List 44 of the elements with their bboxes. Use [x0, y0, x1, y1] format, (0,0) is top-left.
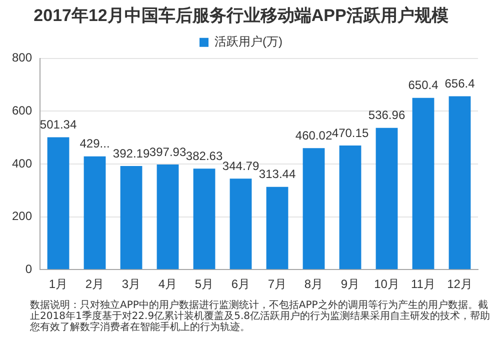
x-tick-label: 6月 — [231, 277, 250, 292]
y-tick-label: 600 — [12, 104, 32, 118]
bar — [412, 98, 434, 270]
x-tick-label: 3月 — [122, 277, 141, 292]
x-tick-label: 8月 — [304, 277, 324, 292]
data-label: 460.02 — [295, 128, 332, 142]
data-label: 650.4 — [408, 78, 439, 92]
x-tick-label: 5月 — [194, 277, 214, 292]
data-label: 501.34 — [40, 118, 77, 132]
x-tick-label: 12月 — [447, 277, 472, 292]
bar — [47, 137, 70, 270]
bar — [376, 128, 398, 270]
data-label: 470.15 — [332, 126, 369, 140]
text: 数据说明：只对独立APP中的用户数据进行监测统计，不包括APP之外的调用等行为产生的用户数据。截止2018年1季度基于对22.9亿累计装机覆盖及5.8亿活跃用户的行为监测结果采用自主研发的技术，帮助您有效了解数字消费者在智能手机上的行为轨迹。 — [30, 300, 491, 333]
bar — [84, 156, 106, 270]
bar — [448, 96, 471, 270]
data-label: 656.4 — [444, 76, 476, 91]
x-tick-label: 1月 — [48, 277, 68, 292]
y-tick-label: 400 — [12, 156, 32, 170]
bar — [266, 186, 288, 270]
data-label: 392.19 — [112, 146, 150, 160]
x-tick-label: 9月 — [340, 277, 360, 292]
bar — [302, 148, 325, 270]
data-label: 429... — [80, 136, 110, 151]
bar — [339, 145, 362, 270]
data-label: 313.44 — [258, 167, 296, 182]
data-label: 536.96 — [368, 108, 406, 122]
bar — [193, 168, 216, 270]
bar — [120, 166, 142, 270]
bar — [156, 164, 179, 270]
data-label: 344.79 — [222, 158, 260, 173]
x-tick-label: 4月 — [158, 277, 178, 292]
y-tick-label: 200 — [12, 209, 32, 224]
x-tick-label: 2月 — [85, 277, 104, 292]
legend-label: 活跃用户(万) — [214, 34, 283, 49]
data-label: 397.93 — [149, 144, 186, 159]
data-label: 382.63 — [186, 148, 223, 163]
bar — [230, 178, 252, 270]
chart-title: 2017年12月中国车后服务行业移动端APP活跃用户规模 — [34, 6, 448, 25]
x-tick-label: 10月 — [374, 277, 400, 292]
y-tick-label: 0 — [25, 262, 32, 276]
x-tick-label: 7月 — [268, 277, 287, 292]
y-tick-label: 800 — [12, 50, 32, 65]
x-tick-label: 11月 — [411, 277, 436, 292]
